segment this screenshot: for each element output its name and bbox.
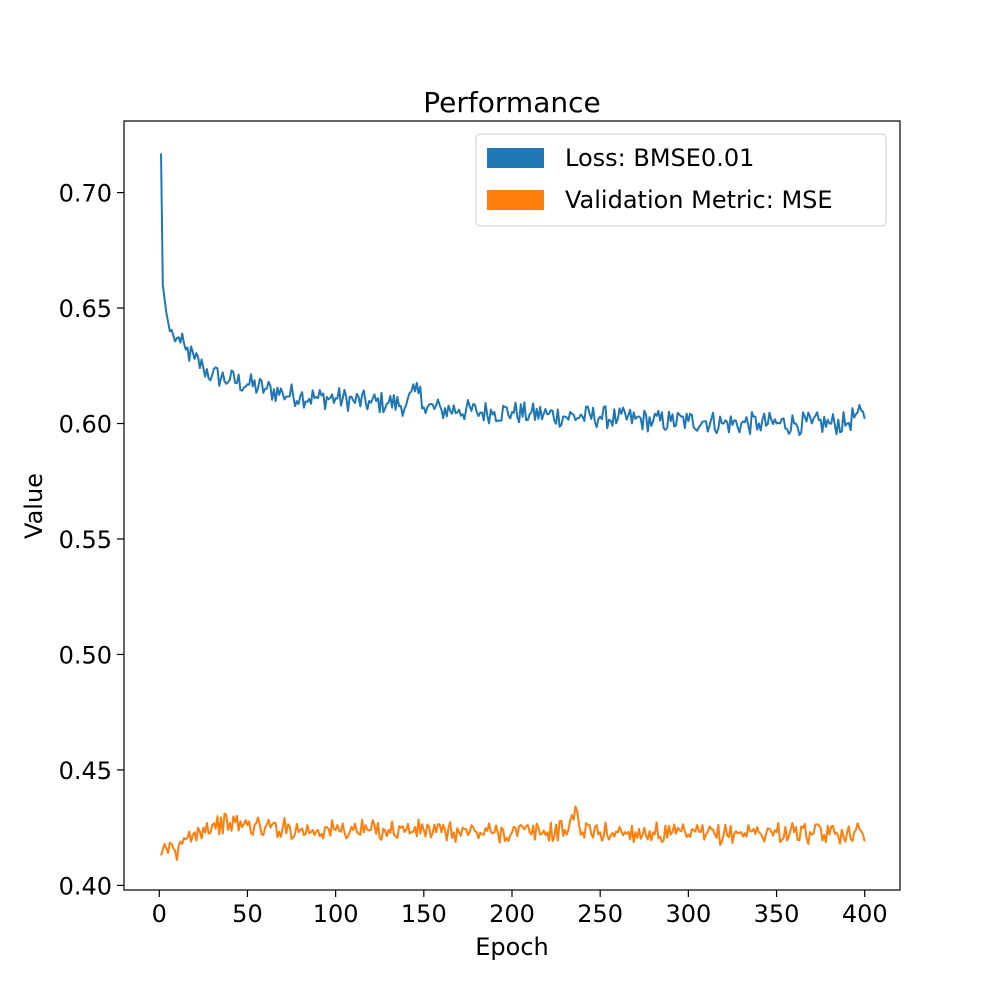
y-axis: 0.40 0.45 0.50 0.55 0.60 0.65 0.70 bbox=[59, 180, 124, 900]
y-tick-label: 0.40 bbox=[59, 872, 112, 900]
y-tick-label: 0.70 bbox=[59, 180, 112, 208]
legend: Loss: BMSE0.01 Validation Metric: MSE bbox=[475, 133, 887, 227]
y-tick-label: 0.45 bbox=[59, 757, 112, 785]
x-tick-label: 300 bbox=[665, 900, 711, 928]
x-tick-label: 150 bbox=[401, 900, 447, 928]
legend-label-loss: Loss: BMSE0.01 bbox=[565, 144, 754, 172]
y-tick-label: 0.55 bbox=[59, 526, 112, 554]
legend-swatch-loss bbox=[487, 148, 544, 168]
x-tick-label: 400 bbox=[842, 900, 888, 928]
y-axis-label: Value bbox=[20, 473, 48, 539]
x-tick-label: 50 bbox=[232, 900, 263, 928]
x-tick-label: 0 bbox=[152, 900, 167, 928]
legend-swatch-validation bbox=[487, 190, 544, 210]
x-tick-label: 100 bbox=[313, 900, 359, 928]
series-line-validation bbox=[160, 805, 866, 861]
x-tick-label: 250 bbox=[577, 900, 623, 928]
series-layer bbox=[160, 153, 866, 861]
legend-label-validation: Validation Metric: MSE bbox=[565, 186, 833, 214]
legend-box bbox=[475, 133, 887, 227]
y-tick-label: 0.50 bbox=[59, 641, 112, 669]
x-axis-label: Epoch bbox=[475, 933, 549, 961]
x-tick-label: 200 bbox=[489, 900, 535, 928]
x-tick-label: 350 bbox=[754, 900, 800, 928]
chart-title: Performance bbox=[423, 86, 600, 119]
series-line-loss bbox=[160, 153, 866, 436]
x-axis: 0 50 100 150 200 250 300 350 400 bbox=[152, 890, 888, 928]
y-tick-label: 0.60 bbox=[59, 411, 112, 439]
y-tick-label: 0.65 bbox=[59, 295, 112, 323]
